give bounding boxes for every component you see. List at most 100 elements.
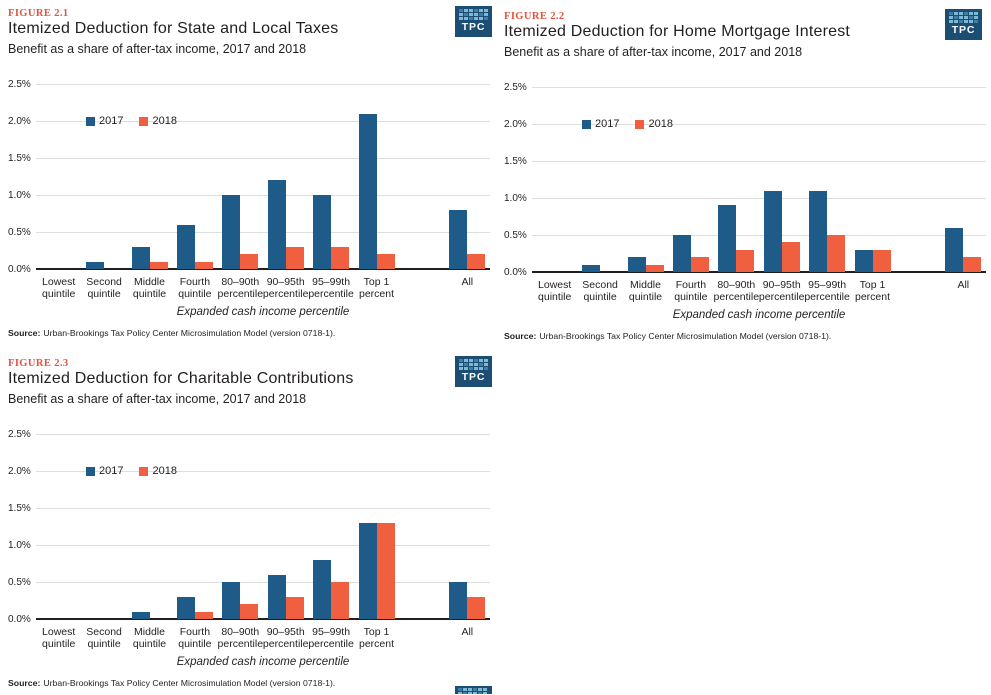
gridline bbox=[36, 545, 490, 546]
bar-2018 bbox=[149, 262, 168, 269]
legend-label: 2017 bbox=[99, 465, 124, 477]
gridline bbox=[532, 124, 986, 125]
chart-title: Itemized Deduction for Home Mortgage Int… bbox=[504, 23, 851, 40]
figure-label: FIGURE 2.2 bbox=[504, 11, 565, 22]
category-label: All bbox=[957, 279, 970, 291]
logo-square bbox=[459, 13, 463, 16]
legend-swatch bbox=[139, 466, 149, 476]
category-label: Middle quintile bbox=[132, 626, 167, 650]
gridline bbox=[532, 235, 986, 236]
logo-square bbox=[478, 692, 482, 694]
source-note: Source: Urban-Brookings Tax Policy Center… bbox=[504, 331, 831, 341]
category-label: 95–99th percentile bbox=[308, 626, 354, 650]
category-label: Lowest quintile bbox=[538, 279, 572, 303]
legend-label: 2017 bbox=[99, 115, 124, 127]
y-axis-tick-label: 2.5% bbox=[504, 82, 527, 93]
bar-2018 bbox=[736, 250, 755, 272]
category-label: Fourth quintile bbox=[178, 276, 212, 300]
bar-2018 bbox=[827, 235, 846, 272]
x-axis-line bbox=[36, 618, 490, 620]
source-text: Urban-Brookings Tax Policy Center Micros… bbox=[539, 331, 832, 341]
logo-square bbox=[459, 9, 463, 12]
logo-square bbox=[479, 359, 483, 362]
bar-2017 bbox=[313, 560, 332, 619]
legend-item: 2018 bbox=[139, 115, 177, 127]
chart-subtitle: Benefit as a share of after-tax income, … bbox=[504, 45, 803, 59]
category-label: 80–90th percentile bbox=[217, 626, 264, 650]
legend-item: 2018 bbox=[635, 118, 673, 130]
gridline bbox=[36, 195, 490, 196]
logo-square bbox=[959, 20, 963, 23]
y-axis-tick-label: 0.5% bbox=[504, 230, 527, 241]
gridline bbox=[36, 232, 490, 233]
y-axis-tick-label: 2.0% bbox=[504, 119, 527, 130]
logo-square bbox=[473, 688, 477, 691]
bar-2018 bbox=[781, 242, 800, 272]
bar-2018 bbox=[285, 597, 304, 619]
tpc-logo-text: TPC bbox=[951, 24, 976, 36]
logo-square bbox=[484, 367, 488, 370]
logo-square bbox=[969, 20, 973, 23]
bar-2018 bbox=[331, 582, 350, 619]
bar-2018 bbox=[645, 265, 664, 272]
legend: 2017 2018 bbox=[582, 118, 673, 130]
source-label: Source: bbox=[504, 331, 537, 341]
legend-label: 2018 bbox=[648, 118, 673, 130]
legend-item: 2017 bbox=[86, 115, 123, 127]
logo-square bbox=[479, 13, 483, 16]
logo-square bbox=[974, 20, 978, 23]
logo-square bbox=[459, 367, 463, 370]
source-note: Source: Urban-Brookings Tax Policy Center… bbox=[8, 678, 335, 688]
chart-subtitle: Benefit as a share of after-tax income, … bbox=[8, 42, 307, 56]
figure-label: FIGURE 2.1 bbox=[8, 8, 69, 19]
source-note: Source: Urban-Brookings Tax Policy Center… bbox=[8, 328, 335, 338]
legend-label: 2018 bbox=[152, 115, 177, 127]
bar-2017 bbox=[718, 205, 737, 272]
logo-square bbox=[964, 16, 968, 19]
bar-2018 bbox=[467, 597, 486, 619]
tpc-logo-text: TPC bbox=[461, 371, 486, 383]
logo-square bbox=[964, 20, 968, 23]
logo-square bbox=[484, 13, 488, 16]
category-label: Middle quintile bbox=[628, 279, 663, 303]
logo-square bbox=[469, 17, 473, 20]
bar-2017 bbox=[358, 114, 377, 269]
gridline bbox=[36, 434, 490, 435]
category-label: Second quintile bbox=[582, 279, 618, 303]
legend-item: 2018 bbox=[139, 465, 177, 477]
logo-square bbox=[464, 359, 468, 362]
figure-label: FIGURE 2.3 bbox=[8, 358, 69, 369]
legend-swatch bbox=[635, 119, 645, 129]
logo-square bbox=[954, 16, 958, 19]
category-label: Second quintile bbox=[86, 626, 122, 650]
bar-2017 bbox=[809, 191, 828, 272]
bar-2017 bbox=[672, 235, 691, 272]
logo-square bbox=[464, 17, 468, 20]
logo-square bbox=[464, 367, 468, 370]
logo-square bbox=[479, 17, 483, 20]
bar-2018 bbox=[872, 250, 891, 272]
y-axis-tick-label: 1.5% bbox=[8, 153, 31, 164]
tpc-logo: TPC bbox=[455, 6, 492, 37]
tpc-logo-grid bbox=[459, 359, 488, 370]
category-label: 95–99th percentile bbox=[804, 279, 850, 303]
y-axis-tick-label: 0.0% bbox=[8, 264, 31, 275]
logo-square bbox=[954, 12, 958, 15]
logo-square bbox=[458, 688, 462, 691]
bar-2017 bbox=[222, 582, 241, 619]
logo-square bbox=[969, 12, 973, 15]
bar-2017 bbox=[267, 180, 286, 269]
chart-title: Itemized Deduction for Charitable Contri… bbox=[8, 370, 354, 387]
logo-square bbox=[949, 12, 953, 15]
category-label: Middle quintile bbox=[132, 276, 167, 300]
bar-2017 bbox=[176, 225, 195, 269]
bar-2018 bbox=[963, 257, 982, 272]
logo-square bbox=[484, 363, 488, 366]
bar-2017 bbox=[313, 195, 332, 269]
category-label: Fourth quintile bbox=[674, 279, 708, 303]
logo-square bbox=[959, 12, 963, 15]
logo-square bbox=[469, 363, 473, 366]
gridline bbox=[532, 87, 986, 88]
bar-2018 bbox=[240, 604, 259, 619]
y-axis-tick-label: 1.0% bbox=[504, 193, 527, 204]
